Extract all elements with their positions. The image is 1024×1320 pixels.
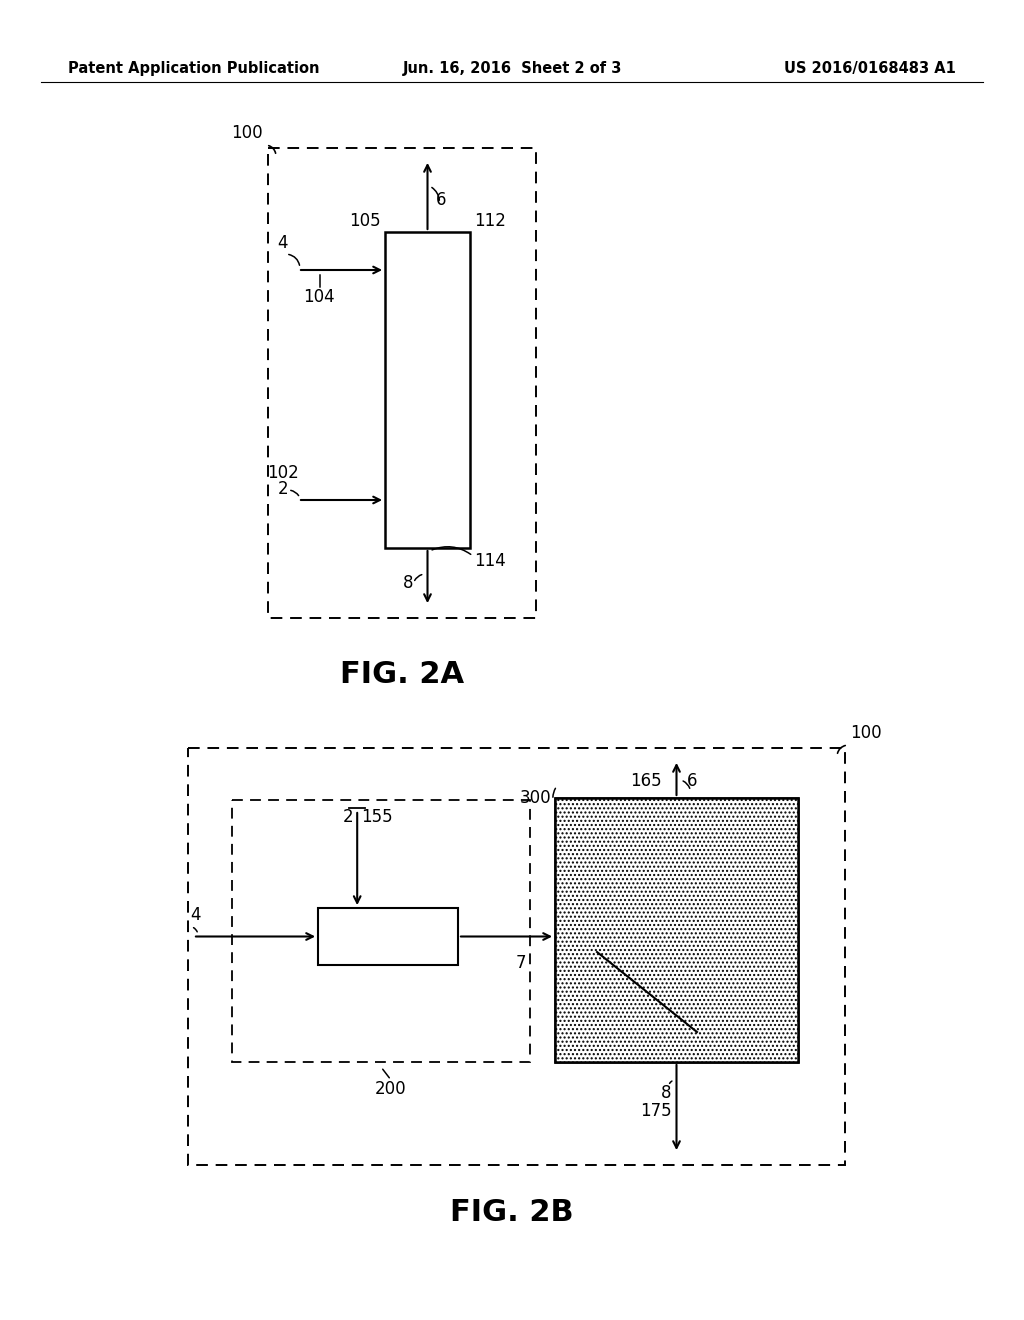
Bar bbox=[318, 908, 458, 965]
Text: 100: 100 bbox=[850, 723, 882, 742]
Text: FIG. 2B: FIG. 2B bbox=[451, 1199, 573, 1228]
Text: Jun. 16, 2016  Sheet 2 of 3: Jun. 16, 2016 Sheet 2 of 3 bbox=[402, 61, 622, 75]
Text: 105: 105 bbox=[349, 213, 381, 230]
Text: 2: 2 bbox=[343, 808, 353, 826]
Bar bbox=[385, 232, 470, 548]
Text: 165: 165 bbox=[630, 772, 662, 789]
Text: 155: 155 bbox=[361, 808, 393, 826]
Text: 8: 8 bbox=[662, 1084, 672, 1102]
Text: US 2016/0168483 A1: US 2016/0168483 A1 bbox=[784, 61, 956, 75]
Text: 300: 300 bbox=[519, 789, 551, 807]
Text: Patent Application Publication: Patent Application Publication bbox=[68, 61, 319, 75]
Text: 4: 4 bbox=[278, 234, 288, 252]
Text: FIG. 2A: FIG. 2A bbox=[340, 660, 464, 689]
Text: 7: 7 bbox=[515, 954, 526, 973]
Text: 100: 100 bbox=[231, 124, 263, 143]
Text: 2: 2 bbox=[278, 480, 289, 498]
Bar bbox=[555, 799, 798, 1063]
Text: 4: 4 bbox=[190, 907, 201, 924]
Bar bbox=[268, 148, 536, 618]
Text: 6: 6 bbox=[435, 191, 446, 209]
Text: 6: 6 bbox=[686, 772, 697, 789]
Text: 8: 8 bbox=[403, 574, 414, 591]
Text: 175: 175 bbox=[640, 1102, 672, 1119]
Text: 200: 200 bbox=[375, 1080, 407, 1098]
Bar bbox=[555, 799, 798, 1063]
Text: 114: 114 bbox=[474, 552, 506, 570]
Text: 102: 102 bbox=[267, 465, 299, 482]
Bar bbox=[188, 748, 845, 1166]
Text: 104: 104 bbox=[303, 288, 335, 306]
Text: 112: 112 bbox=[474, 213, 506, 230]
Bar bbox=[232, 800, 530, 1063]
